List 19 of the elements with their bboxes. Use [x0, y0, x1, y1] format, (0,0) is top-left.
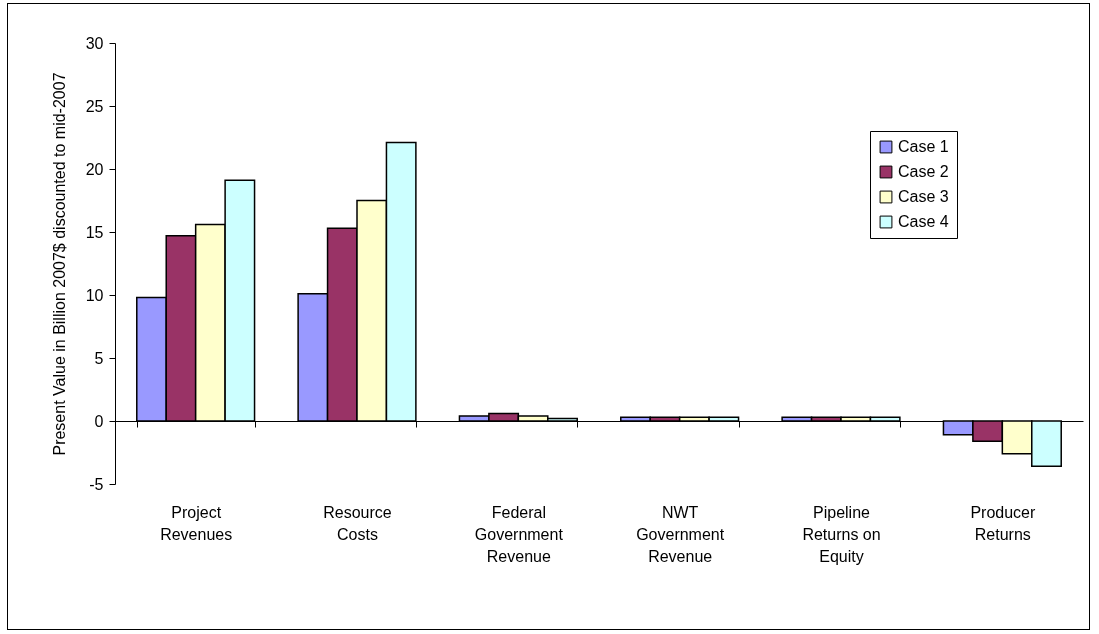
y-tick-label: 0 [94, 412, 104, 430]
y-tick-label: 15 [85, 223, 104, 241]
y-tick-label: 30 [85, 34, 104, 52]
x-tick-label: Pipeline Returns on Equity [802, 503, 881, 565]
x-tick-label: Project Revenues [160, 503, 233, 543]
y-axis-title: Present Value in Billion 2007$ discounted to mid-2007 [50, 72, 68, 456]
legend-label: Case 1 [898, 138, 949, 155]
y-tick-label: 10 [85, 286, 104, 304]
y-tick-label: 20 [85, 160, 104, 178]
x-tick-label: Producer Returns [970, 503, 1036, 543]
legend-label: Case 3 [898, 188, 949, 205]
x-tick-label: Resource Costs [323, 503, 392, 543]
y-tick-label: 25 [85, 97, 104, 115]
x-tick-label: Federal Government Revenue [474, 503, 564, 565]
y-tick-label: 5 [94, 349, 104, 367]
legend-label: Case 2 [898, 163, 949, 180]
y-tick-label: -5 [89, 475, 104, 493]
x-tick-label: NWT Government Revenue [636, 503, 725, 565]
legend-label: Case 4 [898, 213, 949, 230]
